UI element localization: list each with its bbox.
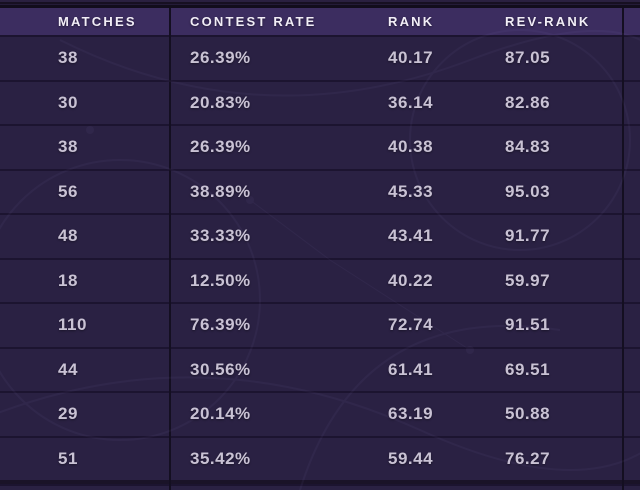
cell-contest-rate: 26.39% — [190, 48, 251, 68]
cell-matches: 38 — [58, 48, 78, 68]
cell-contest-rate: 76.39% — [190, 315, 251, 335]
table-row[interactable]: 38 26.39% 40.17 87.05 — [0, 35, 640, 80]
cell-rev-rank: 69.51 — [505, 359, 551, 379]
cell-matches: 18 — [58, 270, 78, 290]
table-row[interactable]: 38 26.39% 40.38 84.83 — [0, 124, 640, 169]
cell-contest-rate: 33.33% — [190, 226, 251, 246]
cell-matches: 29 — [58, 404, 78, 424]
table-body: 38 26.39% 40.17 87.05 30 20.83% 36.14 82… — [0, 35, 640, 484]
table-row[interactable]: 56 38.89% 45.33 95.03 — [0, 168, 640, 213]
cell-rank: 45.33 — [388, 181, 434, 201]
cell-contest-rate: 30.56% — [190, 359, 251, 379]
column-divider-right — [622, 8, 624, 490]
cell-rank: 59.44 — [388, 448, 434, 468]
cell-rank: 40.17 — [388, 48, 434, 68]
cell-contest-rate: 26.39% — [190, 137, 251, 157]
cell-contest-rate: 20.14% — [190, 404, 251, 424]
cell-matches: 44 — [58, 359, 78, 379]
cell-contest-rate: 20.83% — [190, 92, 251, 112]
cell-matches: 51 — [58, 448, 78, 468]
partial-next-row — [0, 484, 640, 490]
cell-matches: 38 — [58, 137, 78, 157]
table-row[interactable]: 51 35.42% 59.44 76.27 — [0, 435, 640, 480]
table-row[interactable]: 30 20.83% 36.14 82.86 — [0, 79, 640, 124]
cell-matches: 56 — [58, 181, 78, 201]
cell-rank: 43.41 — [388, 226, 434, 246]
cell-rev-rank: 82.86 — [505, 92, 551, 112]
cell-rank: 63.19 — [388, 404, 434, 424]
cell-rank: 61.41 — [388, 359, 434, 379]
column-header-matches[interactable]: MATCHES — [58, 14, 137, 29]
column-header-contest-rate[interactable]: CONTEST RATE — [190, 14, 317, 29]
column-divider-left — [169, 8, 171, 490]
cell-rev-rank: 91.77 — [505, 226, 551, 246]
cell-rank: 72.74 — [388, 315, 434, 335]
table-row[interactable]: 110 76.39% 72.74 91.51 — [0, 302, 640, 347]
table-row[interactable]: 48 33.33% 43.41 91.77 — [0, 213, 640, 258]
cell-rev-rank: 76.27 — [505, 448, 551, 468]
cell-contest-rate: 12.50% — [190, 270, 251, 290]
cell-rev-rank: 59.97 — [505, 270, 551, 290]
cell-contest-rate: 35.42% — [190, 448, 251, 468]
cell-rank: 40.22 — [388, 270, 434, 290]
table-row[interactable]: 44 30.56% 61.41 69.51 — [0, 346, 640, 391]
cell-rev-rank: 84.83 — [505, 137, 551, 157]
column-header-rank[interactable]: RANK — [388, 14, 435, 29]
table-row[interactable]: 29 20.14% 63.19 50.88 — [0, 391, 640, 436]
cell-matches: 30 — [58, 92, 78, 112]
table-row[interactable]: 18 12.50% 40.22 59.97 — [0, 257, 640, 302]
cell-matches: 110 — [58, 315, 87, 335]
cell-rev-rank: 95.03 — [505, 181, 551, 201]
cell-rev-rank: 50.88 — [505, 404, 551, 424]
cell-rev-rank: 91.51 — [505, 315, 551, 335]
table-header-row: MATCHES CONTEST RATE RANK REV-RANK — [0, 8, 640, 35]
stats-table: MATCHES CONTEST RATE RANK REV-RANK 38 26… — [0, 8, 640, 490]
cell-rank: 40.38 — [388, 137, 434, 157]
top-border-strip — [0, 0, 640, 8]
cell-rank: 36.14 — [388, 92, 434, 112]
column-header-rev-rank[interactable]: REV-RANK — [505, 14, 591, 29]
cell-rev-rank: 87.05 — [505, 48, 551, 68]
cell-contest-rate: 38.89% — [190, 181, 251, 201]
cell-matches: 48 — [58, 226, 78, 246]
